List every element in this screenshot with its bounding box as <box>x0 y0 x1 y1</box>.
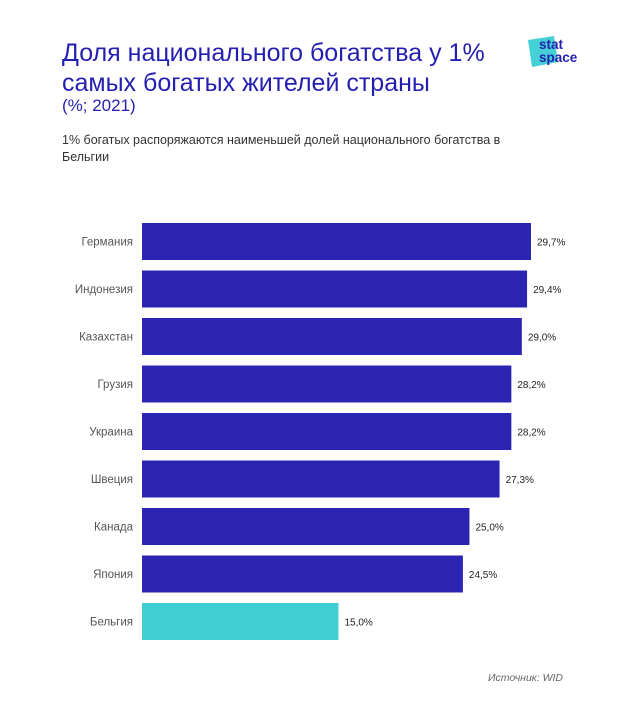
bar <box>142 413 512 450</box>
category-label: Украина <box>89 427 133 439</box>
bar <box>142 318 522 355</box>
source-note: Источник: WID <box>487 672 563 684</box>
logo-shape-icon <box>528 36 558 67</box>
bar-chart: Германия 29,7% Индонезия 29,4% Казахстан 29,0… <box>75 223 565 640</box>
value-label: 27,3% <box>506 475 534 486</box>
bar <box>142 603 339 640</box>
value-label: 28,2% <box>517 428 545 439</box>
bar <box>142 223 531 260</box>
category-label: Япония <box>93 569 133 581</box>
category-label: Канада <box>94 522 134 534</box>
logo-line-2: space <box>539 50 578 65</box>
value-label: 15,0% <box>344 618 372 629</box>
value-label: 29,7% <box>537 238 565 249</box>
bar <box>142 555 463 593</box>
bar <box>142 365 512 403</box>
logo-line-1: stat <box>539 37 564 52</box>
category-label: Бельгия <box>90 617 133 629</box>
chart-unit: (%; 2021) <box>62 96 136 115</box>
value-label: 25,0% <box>475 523 503 534</box>
chart-subtitle: 1% богатых распоряжаются наименьшей доле… <box>62 133 501 164</box>
category-label: Индонезия <box>75 284 133 296</box>
category-label: Германия <box>81 237 133 249</box>
value-label: 29,0% <box>528 333 556 344</box>
bar <box>142 460 500 498</box>
bar <box>142 270 528 308</box>
category-label: Казахстан <box>79 332 133 344</box>
category-label: Швеция <box>91 474 133 486</box>
chart-title: Доля национального богатства у 1% самых … <box>62 39 485 97</box>
category-label: Грузия <box>97 379 133 391</box>
bar <box>142 508 470 545</box>
statspace-logo: stat space <box>524 34 604 78</box>
value-label: 24,5% <box>469 570 497 581</box>
value-label: 28,2% <box>517 380 545 391</box>
value-label: 29,4% <box>533 285 561 296</box>
